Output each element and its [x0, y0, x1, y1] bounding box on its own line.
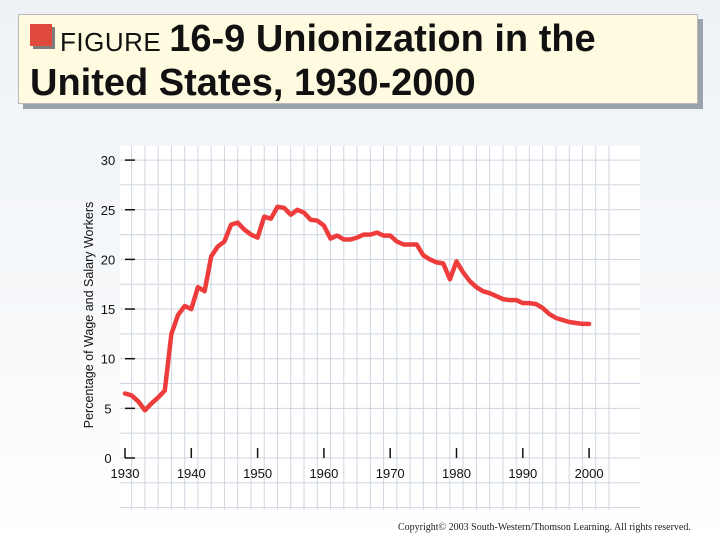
y-tick-label-25: 25 [101, 203, 115, 218]
series-line [122, 204, 592, 413]
title-bullet-icon [30, 24, 52, 46]
y-axis-label: Percentage of Wage and Salary Workers [82, 202, 96, 429]
y-tick-label-30: 30 [101, 153, 115, 168]
grid-lines [120, 146, 640, 510]
tick-labels: 0 5 10 15 20 25 30 1930 1940 1950 1960 1970 1980 1990… [101, 153, 604, 481]
x-tick-label-2000: 2000 [575, 466, 604, 481]
figure-label: FIGURE [60, 27, 162, 57]
copyright-footer: Copyright© 2003 South-Western/Thomson Le… [398, 522, 691, 533]
y-tick-label-15: 15 [101, 302, 115, 317]
tick-marks [124, 159, 590, 459]
x-tick-label-1980: 1980 [442, 466, 471, 481]
chart-title-line2: United States, 1930-2000 [30, 62, 476, 104]
x-tick-label-1940: 1940 [177, 466, 206, 481]
x-tick-label-1930: 1930 [111, 466, 140, 481]
title-box [18, 14, 698, 104]
x-tick-label-1970: 1970 [376, 466, 405, 481]
y-tick-label-5: 5 [104, 401, 111, 416]
y-tick-label-10: 10 [101, 352, 115, 367]
y-tick-label-0: 0 [104, 451, 111, 466]
x-tick-label-1950: 1950 [243, 466, 272, 481]
x-tick-label-1990: 1990 [508, 466, 537, 481]
y-tick-label-20: 20 [101, 252, 115, 267]
plot-area [120, 146, 640, 510]
x-tick-label-1960: 1960 [309, 466, 338, 481]
figure-title-text: 16-9 Unionization in the [169, 18, 596, 60]
chart-title-line1: FIGURE 16-9 Unionization in the [60, 18, 596, 61]
